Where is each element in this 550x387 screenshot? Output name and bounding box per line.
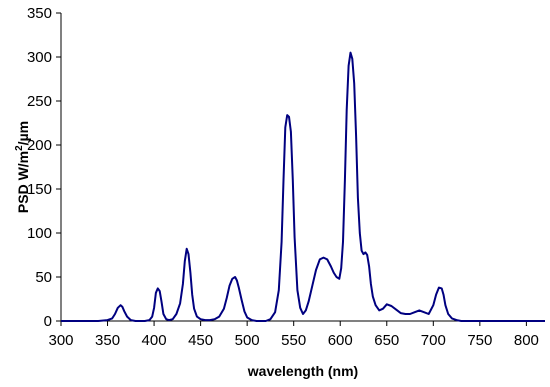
y-axis-title: PSD W/m2/µm — [14, 121, 31, 213]
x-tick-label: 700 — [421, 332, 446, 349]
y-tick-label: 300 — [27, 49, 52, 66]
x-tick-label: 750 — [467, 332, 492, 349]
y-axis-title-tail: /µm — [15, 121, 31, 145]
x-tick-label: 600 — [328, 332, 353, 349]
psd-series-line — [61, 51, 545, 322]
y-tick-label: 150 — [27, 181, 52, 198]
y-tick-label: 0 — [44, 313, 52, 330]
x-tick-label: 800 — [514, 332, 539, 349]
x-tick-label: 400 — [142, 332, 167, 349]
y-axis-title-main: PSD W/m — [15, 151, 31, 213]
x-tick-label: 500 — [235, 332, 260, 349]
y-tick-label: 250 — [27, 93, 52, 110]
x-axis-title: wavelength (nm) — [247, 363, 358, 379]
x-tick-label: 550 — [281, 332, 306, 349]
y-ticks: 0 50 100 150 200 250 300 350 — [27, 5, 61, 330]
x-tick-label: 450 — [188, 332, 213, 349]
x-tick-label: 650 — [374, 332, 399, 349]
y-axis-title-superscript: 2 — [14, 145, 25, 151]
y-tick-label: 350 — [27, 5, 52, 22]
x-tick-label: 350 — [95, 332, 120, 349]
y-tick-label: 100 — [27, 225, 52, 242]
y-tick-label: 200 — [27, 137, 52, 154]
y-tick-label: 50 — [35, 269, 52, 286]
x-tick-label: 300 — [48, 332, 73, 349]
x-ticks: 300 350 400 450 500 550 600 650 700 750 800 — [48, 321, 539, 349]
